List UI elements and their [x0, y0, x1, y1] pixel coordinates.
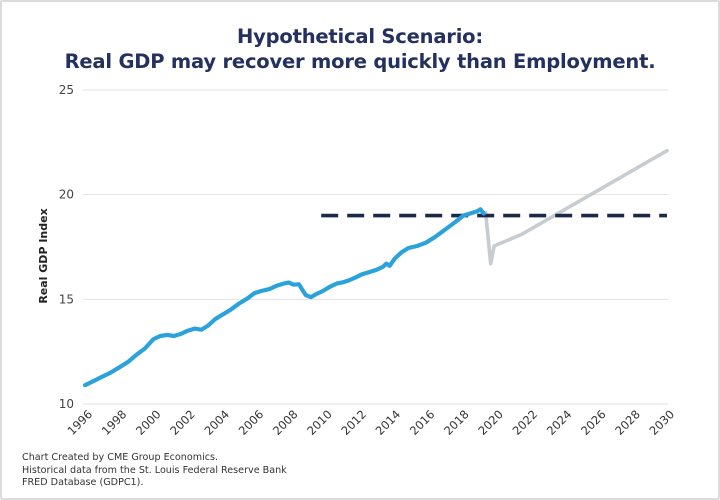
y-tick-label: 20: [59, 188, 74, 202]
x-tick-label: 1998: [99, 407, 130, 438]
gridlines: [83, 89, 668, 405]
x-tick-label: 2016: [407, 407, 438, 438]
x-tick-label: 2030: [647, 407, 678, 438]
x-tick-label: 2000: [133, 407, 164, 438]
x-tick-label: 2002: [167, 407, 198, 438]
y-axis-label: Real GDP Index: [37, 208, 50, 303]
x-tick-label: 2008: [270, 407, 301, 438]
y-tick-label: 25: [59, 83, 74, 97]
source-note: Chart Created by CME Group Economics. Hi…: [22, 452, 287, 490]
y-tick-label: 15: [59, 292, 74, 306]
x-tick-label: 2012: [338, 407, 369, 438]
x-tick-label: 2028: [612, 407, 643, 438]
x-tick-label: 1996: [65, 407, 96, 438]
x-tick-label: 2022: [510, 407, 541, 438]
source-line: Historical data from the St. Louis Feder…: [22, 464, 287, 476]
y-tick-label: 10: [59, 397, 74, 411]
x-tick-label: 2004: [201, 407, 232, 438]
historical-gdp-line: [82, 207, 486, 388]
series-group: [82, 148, 669, 388]
source-line: Chart Created by CME Group Economics.: [22, 452, 219, 463]
x-tick-label: 2026: [578, 407, 609, 438]
source-line: FRED Database (GDPC1).: [22, 477, 144, 489]
chart-subtitle: Real GDP may recover more quickly than E…: [64, 50, 656, 73]
x-tick-label: 2014: [373, 407, 404, 438]
x-tick-label: 2024: [544, 407, 575, 438]
x-tick-label: 2018: [441, 407, 472, 438]
projection-line: [483, 148, 669, 266]
x-tick-label: 2006: [236, 407, 267, 438]
y-axis-ticks: 10 15 20 25: [59, 83, 74, 411]
chart-title: Hypothetical Scenario:: [237, 25, 483, 48]
x-axis-ticks: 1996 1998 2000 2002 2004 2006 2008 2010 2012 2014…: [65, 407, 678, 438]
x-tick-label: 2010: [304, 407, 335, 438]
x-tick-label: 2020: [475, 407, 506, 438]
